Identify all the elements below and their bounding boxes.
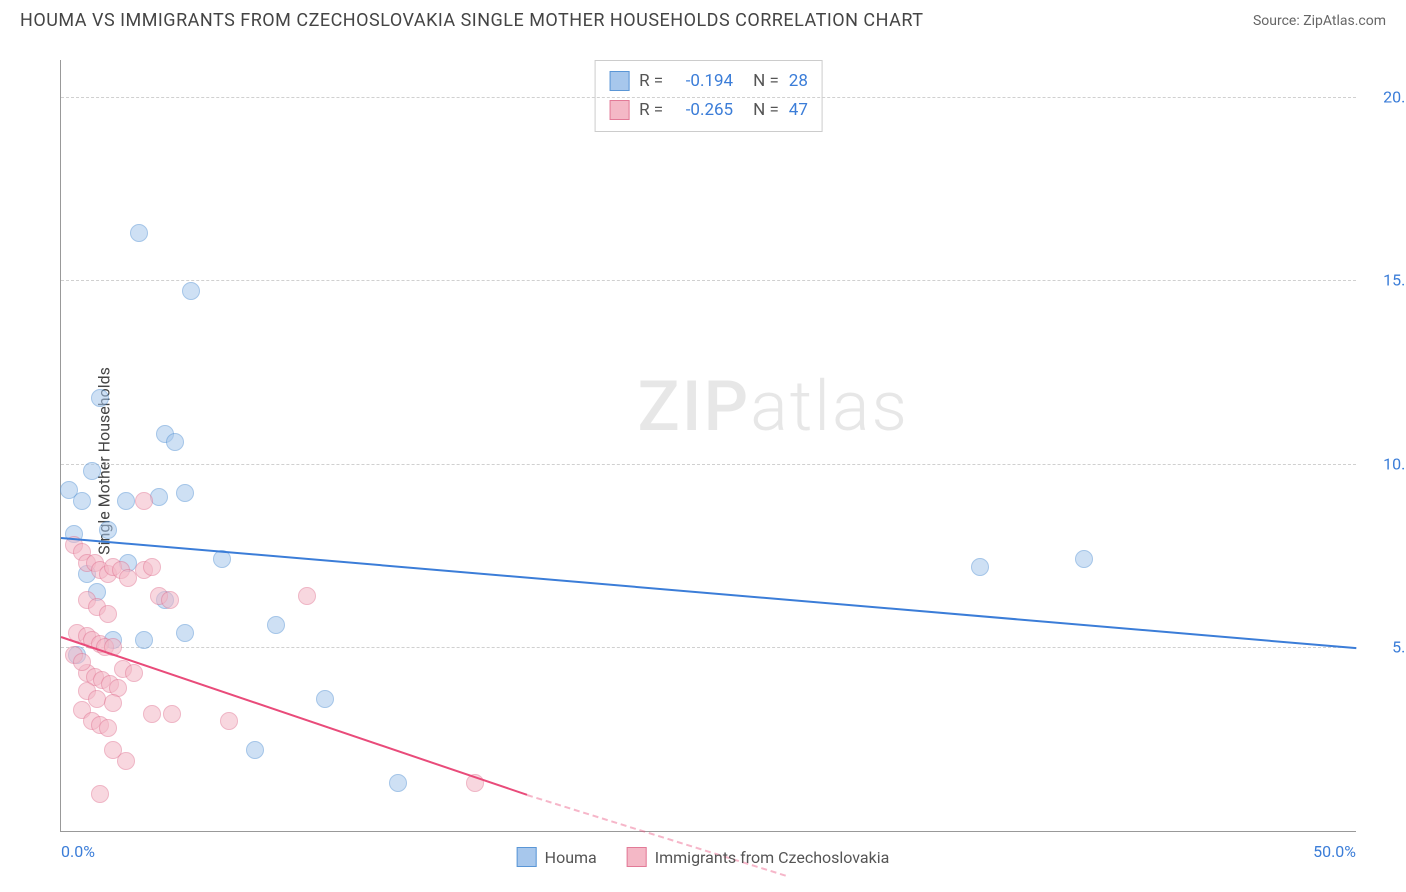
legend-item: Immigrants from Czechoslovakia xyxy=(627,847,890,867)
trend-line xyxy=(61,537,1356,649)
gridline xyxy=(61,280,1356,281)
legend-label: Immigrants from Czechoslovakia xyxy=(655,848,890,867)
y-tick-label: 15.0% xyxy=(1366,271,1406,290)
scatter-point xyxy=(143,558,161,576)
scatter-point xyxy=(1075,550,1093,568)
plot-area: ZIPatlas R =-0.194N =28R =-0.265N =47 5.… xyxy=(60,60,1356,832)
scatter-point xyxy=(83,462,101,480)
r-label: R = xyxy=(639,96,663,125)
legend-swatch xyxy=(609,100,629,120)
scatter-point xyxy=(117,752,135,770)
watermark-light: atlas xyxy=(750,366,909,448)
n-label: N = xyxy=(753,67,779,96)
y-tick-label: 5.0% xyxy=(1366,638,1406,657)
x-tick-label: 50.0% xyxy=(1313,842,1356,861)
x-tick-label: 0.0% xyxy=(61,842,95,861)
chart-header: HOUMA VS IMMIGRANTS FROM CZECHOSLOVAKIA … xyxy=(0,0,1406,31)
scatter-point xyxy=(135,492,153,510)
n-value: 28 xyxy=(789,67,808,96)
chart-container: Single Mother Households ZIPatlas R =-0.… xyxy=(20,50,1386,872)
r-value: -0.265 xyxy=(673,96,733,125)
legend-item: Houma xyxy=(517,847,597,867)
chart-title: HOUMA VS IMMIGRANTS FROM CZECHOSLOVAKIA … xyxy=(20,10,924,31)
r-value: -0.194 xyxy=(673,67,733,96)
scatter-point xyxy=(143,705,161,723)
scatter-point xyxy=(91,389,109,407)
scatter-point xyxy=(135,631,153,649)
scatter-point xyxy=(117,492,135,510)
trend-line xyxy=(61,636,528,796)
n-label: N = xyxy=(753,96,779,125)
legend-swatch xyxy=(609,71,629,91)
gridline xyxy=(61,464,1356,465)
scatter-point xyxy=(104,694,122,712)
scatter-point xyxy=(99,719,117,737)
scatter-point xyxy=(73,653,91,671)
y-tick-label: 20.0% xyxy=(1366,87,1406,106)
scatter-point xyxy=(176,484,194,502)
scatter-point xyxy=(161,591,179,609)
watermark-bold: ZIP xyxy=(637,366,750,448)
scatter-point xyxy=(971,558,989,576)
y-tick-label: 10.0% xyxy=(1366,454,1406,473)
bottom-legend: Houma Immigrants from Czechoslovakia xyxy=(517,847,890,867)
scatter-point xyxy=(298,587,316,605)
scatter-point xyxy=(166,433,184,451)
gridline xyxy=(61,647,1356,648)
scatter-point xyxy=(150,488,168,506)
scatter-point xyxy=(220,712,238,730)
r-label: R = xyxy=(639,67,663,96)
n-value: 47 xyxy=(789,96,808,125)
scatter-point xyxy=(99,605,117,623)
stats-row: R = -0.194 N = 28 xyxy=(609,67,808,96)
scatter-point xyxy=(73,492,91,510)
scatter-point xyxy=(182,282,200,300)
scatter-point xyxy=(99,521,117,539)
watermark: ZIPatlas xyxy=(637,366,909,448)
legend-label: Houma xyxy=(545,848,597,867)
scatter-point xyxy=(176,624,194,642)
scatter-point xyxy=(125,664,143,682)
scatter-point xyxy=(389,774,407,792)
legend-swatch xyxy=(627,847,647,867)
scatter-point xyxy=(316,690,334,708)
stats-row: R = -0.265 N = 47 xyxy=(609,96,808,125)
scatter-point xyxy=(91,785,109,803)
gridline xyxy=(61,97,1356,98)
scatter-point xyxy=(130,224,148,242)
scatter-point xyxy=(246,741,264,759)
source-label: Source: ZipAtlas.com xyxy=(1253,13,1386,29)
scatter-point xyxy=(267,616,285,634)
scatter-point xyxy=(163,705,181,723)
legend-swatch xyxy=(517,847,537,867)
